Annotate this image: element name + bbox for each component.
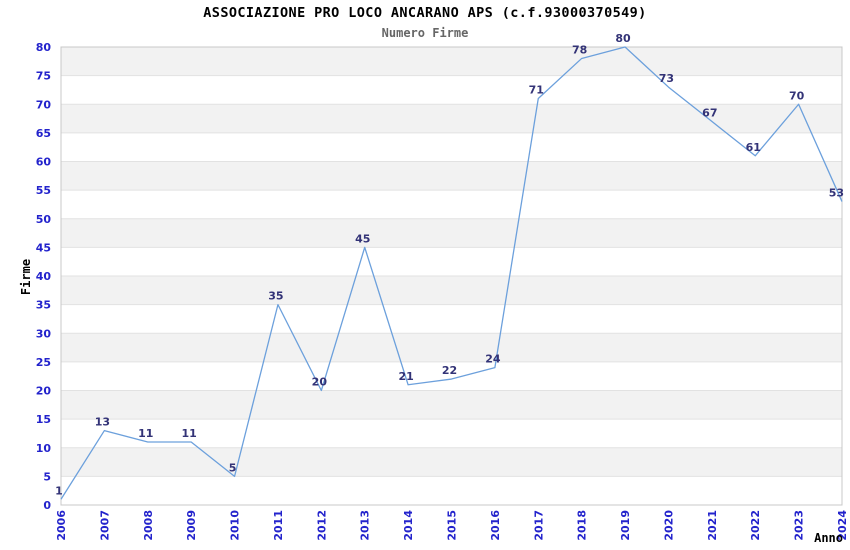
- grid-band: [61, 161, 842, 191]
- x-tick-label: 2020: [662, 510, 675, 541]
- grid-band: [61, 390, 842, 420]
- data-label: 22: [442, 364, 457, 377]
- data-label: 78: [572, 43, 587, 56]
- y-tick-label: 0: [43, 499, 51, 512]
- x-tick-label: 2022: [749, 510, 762, 541]
- data-label: 35: [268, 290, 283, 303]
- x-tick-label: 2014: [402, 510, 415, 541]
- data-label: 71: [529, 84, 544, 97]
- x-tick-label: 2008: [142, 510, 155, 541]
- data-label: 80: [615, 32, 631, 45]
- y-tick-label: 45: [36, 241, 51, 254]
- data-label: 5: [229, 461, 237, 474]
- data-line: [60, 46, 843, 500]
- data-label: 53: [829, 187, 844, 200]
- grid-band: [61, 218, 842, 248]
- y-axis-title: Firme: [19, 259, 33, 295]
- x-tick-label: 2023: [793, 510, 806, 541]
- y-tick-label: 30: [36, 327, 52, 340]
- x-tick-label: 2016: [489, 510, 502, 541]
- chart-title: ASSOCIAZIONE PRO LOCO ANCARANO APS (c.f.…: [203, 5, 647, 21]
- data-label: 61: [746, 141, 761, 154]
- x-tick-label: 2017: [532, 510, 545, 541]
- data-label: 20: [312, 376, 328, 389]
- y-tick-label: 15: [36, 413, 51, 426]
- x-tick-label: 2024: [836, 510, 849, 541]
- y-tick-label: 25: [36, 356, 51, 369]
- x-tick-label: 2010: [229, 510, 242, 541]
- x-tick-label: 2011: [272, 510, 285, 541]
- y-tick-label: 55: [36, 184, 51, 197]
- data-label: 21: [398, 370, 413, 383]
- y-tick-label: 75: [36, 70, 51, 83]
- x-tick-label: 2006: [55, 510, 68, 541]
- data-label: 24: [485, 353, 501, 366]
- y-tick-label: 40: [36, 270, 52, 283]
- x-tick-label: 2021: [706, 510, 719, 541]
- x-tick-label: 2015: [446, 510, 459, 541]
- chart-subtitle: Numero Firme: [381, 26, 469, 40]
- x-tick-label: 2018: [576, 510, 589, 541]
- y-tick-label: 50: [36, 213, 52, 226]
- grid-band: [61, 447, 842, 477]
- data-label: 67: [702, 106, 717, 119]
- data-label: 11: [182, 427, 197, 440]
- y-tick-label: 5: [43, 470, 51, 483]
- data-label: 11: [138, 427, 153, 440]
- data-label: 73: [659, 72, 674, 85]
- grid-band: [61, 104, 842, 133]
- data-label: 45: [355, 232, 370, 245]
- x-tick-label: 2007: [98, 510, 111, 541]
- data-label: 70: [789, 89, 805, 102]
- y-tick-label: 20: [36, 385, 52, 398]
- y-tick-label: 10: [36, 442, 52, 455]
- y-tick-label: 35: [36, 299, 51, 312]
- grid-band: [61, 276, 842, 305]
- x-axis-title: Anno: [814, 531, 843, 545]
- plot-border: [60, 46, 843, 506]
- y-tick-label: 65: [36, 127, 51, 140]
- y-tick-label: 80: [36, 41, 52, 54]
- y-tick-label: 70: [36, 98, 52, 111]
- data-label: 13: [95, 416, 110, 429]
- x-tick-label: 2009: [185, 510, 198, 541]
- data-label: 1: [55, 484, 63, 497]
- x-tick-label: 2019: [619, 510, 632, 541]
- x-tick-label: 2013: [359, 510, 372, 541]
- grid-band: [61, 47, 842, 76]
- grid-band: [61, 333, 842, 362]
- x-tick-label: 2012: [315, 510, 328, 541]
- y-tick-label: 60: [36, 156, 52, 169]
